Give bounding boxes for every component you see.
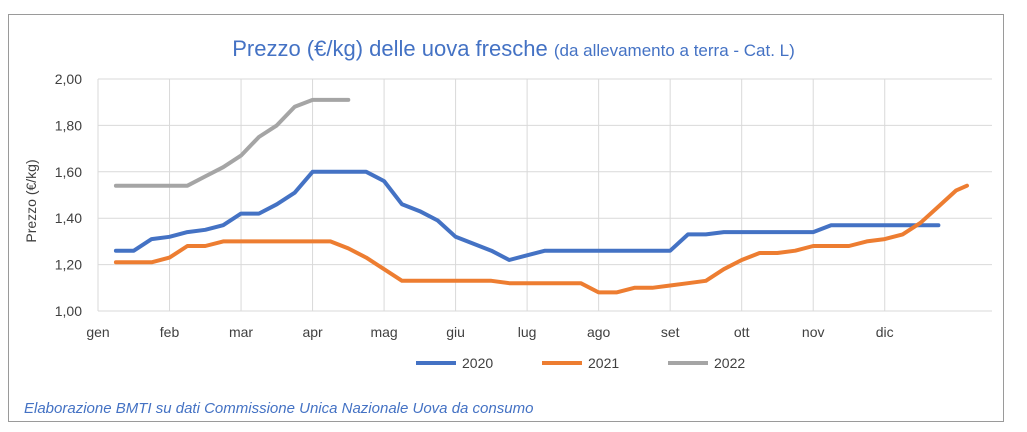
x-axis-ticks: gen feb mar apr mag giu lug ago set ott nov dic [86,324,893,340]
chart-title: Prezzo (€/kg) delle uova fresche (da all… [0,36,1027,62]
y-tick-label: 1,40 [55,210,82,226]
legend-label-2022: 2022 [714,355,745,371]
x-tick-label: apr [302,324,323,340]
legend-label-2021: 2021 [588,355,619,371]
x-tick-label: giu [446,324,465,340]
x-tick-label: set [661,324,680,340]
x-tick-label: nov [802,324,825,340]
y-axis-ticks: 1,00 1,20 1,40 1,60 1,80 2,00 [55,71,82,319]
x-tick-label: ago [587,324,611,340]
x-tick-label: lug [518,324,537,340]
x-tick-label: ott [734,324,750,340]
y-axis-label: Prezzo (€/kg) [23,159,39,242]
y-tick-label: 2,00 [55,71,82,87]
series-line-2020 [113,169,941,262]
x-tick-label: dic [876,324,894,340]
series-line-2022 [113,97,351,188]
y-tick-label: 1,20 [55,257,82,273]
source-note: Elaborazione BMTI su dati Commissione Un… [24,400,534,417]
chart-title-main: Prezzo (€/kg) delle uova fresche [232,36,548,61]
series-line-2021 [113,183,969,295]
x-tick-label: mar [229,324,253,340]
series-lines [113,97,969,295]
legend-label-2020: 2020 [462,355,493,371]
legend: 2020 2021 2022 [416,355,745,371]
y-tick-label: 1,60 [55,164,82,180]
chart-subtitle: (da allevamento a terra - Cat. L) [553,41,795,60]
y-tick-label: 1,00 [55,303,82,319]
x-tick-label: feb [160,324,180,340]
y-tick-label: 1,80 [55,117,82,133]
x-tick-label: mag [370,324,397,340]
gridlines [97,78,992,312]
x-tick-label: gen [86,324,109,340]
